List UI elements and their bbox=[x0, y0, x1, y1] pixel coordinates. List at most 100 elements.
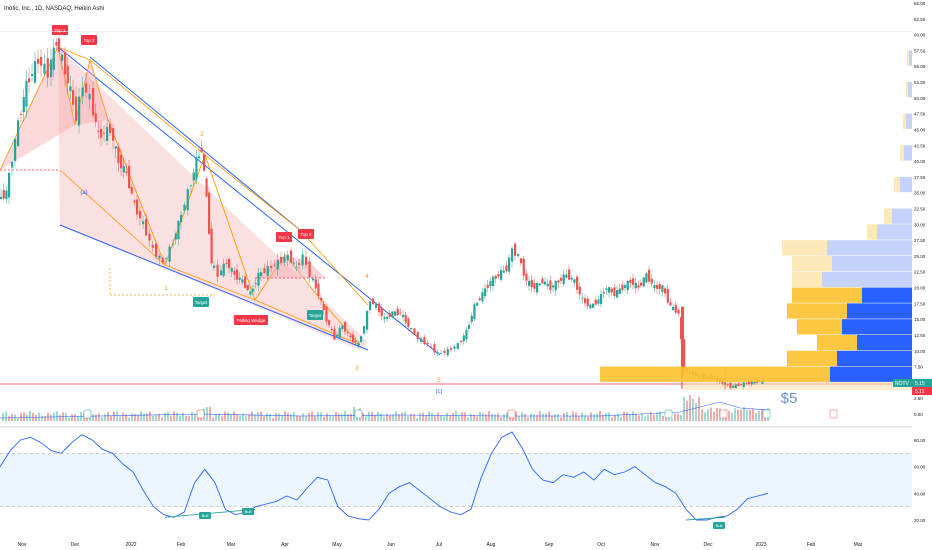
volume-bar bbox=[419, 413, 421, 421]
candle-body bbox=[674, 304, 677, 313]
chart-title: Inotic, Inc., 1D, NASDAQ, Heikin Ashi bbox=[4, 6, 104, 12]
candle-body bbox=[308, 261, 311, 277]
candle-body bbox=[20, 114, 23, 116]
volume-bar bbox=[299, 415, 301, 421]
volume-bar bbox=[215, 414, 217, 421]
candle-body bbox=[317, 283, 320, 296]
volume-bar bbox=[569, 415, 571, 421]
volume-bar bbox=[458, 415, 460, 421]
candle-body bbox=[546, 283, 549, 287]
candle-body bbox=[610, 288, 613, 293]
volume-bar bbox=[494, 414, 496, 421]
candle-body bbox=[528, 280, 531, 286]
volume-profile-up bbox=[900, 145, 904, 161]
candle-body bbox=[497, 274, 500, 277]
price-tick-label: 30.00 bbox=[914, 222, 926, 227]
candle-body bbox=[341, 325, 344, 330]
candle-body bbox=[78, 96, 81, 126]
bull-label-box bbox=[199, 512, 211, 519]
annotation-layer: Top 1 Top 2 Top 1 Top 2 (a) 2 1 Target Target Fal… bbox=[0, 25, 912, 407]
volume-bar bbox=[674, 413, 676, 421]
price-tick-label: 25.00 bbox=[914, 254, 926, 259]
volume-profile-up bbox=[792, 287, 862, 303]
candle-body bbox=[22, 97, 25, 112]
volume-bar bbox=[392, 414, 394, 421]
candle-body bbox=[292, 262, 295, 264]
volume-bar bbox=[536, 414, 538, 421]
x-tick-label: Feb bbox=[807, 542, 816, 548]
volume-bar bbox=[317, 411, 319, 421]
wave-4-label: 4 bbox=[365, 274, 369, 280]
candle-body bbox=[28, 78, 31, 83]
price-tick-label: 7.50 bbox=[914, 365, 923, 370]
candle-body bbox=[600, 294, 603, 305]
volume-bar bbox=[59, 415, 61, 421]
candle-body bbox=[363, 326, 366, 334]
price-tick-label: 45.00 bbox=[914, 127, 926, 132]
candle-body bbox=[290, 250, 293, 263]
candle-body bbox=[236, 269, 239, 280]
volume-bar bbox=[647, 414, 649, 421]
volume-bar bbox=[32, 412, 34, 421]
volume-bar bbox=[497, 413, 499, 421]
candle-body bbox=[72, 90, 75, 105]
volume-bar bbox=[143, 413, 145, 421]
candle-body bbox=[233, 270, 236, 275]
volume-bar bbox=[644, 416, 646, 421]
x-tick-label: Apr bbox=[281, 542, 289, 548]
price-tick-label: 47.50 bbox=[914, 112, 926, 117]
volume-bar bbox=[464, 412, 466, 421]
volume-bar bbox=[446, 412, 448, 421]
volume-bar bbox=[335, 412, 337, 421]
candle-body bbox=[536, 282, 539, 293]
volume-bar bbox=[20, 412, 22, 421]
target-label: Target bbox=[309, 313, 322, 318]
candle-body bbox=[525, 273, 528, 281]
volume-bar bbox=[146, 413, 148, 421]
falling-wedge-fill bbox=[58, 47, 368, 350]
candle-body bbox=[656, 284, 659, 289]
candle-body bbox=[183, 204, 186, 211]
volume-bar bbox=[140, 411, 142, 421]
price-tick-label: 22.50 bbox=[914, 270, 926, 275]
candle-body bbox=[748, 380, 751, 384]
candle-body bbox=[436, 352, 439, 354]
candle-body bbox=[180, 214, 183, 223]
candle-body bbox=[589, 304, 592, 309]
candle-body bbox=[570, 277, 573, 280]
volume-profile-down bbox=[909, 50, 912, 66]
candle-body bbox=[726, 384, 729, 386]
volume-bar bbox=[404, 411, 406, 421]
price-tick-label: 12.50 bbox=[914, 333, 926, 338]
volume-bar bbox=[470, 414, 472, 421]
candle-body bbox=[742, 382, 745, 387]
candle-body bbox=[130, 186, 133, 194]
candle-body bbox=[460, 340, 463, 343]
candle-body bbox=[446, 349, 449, 356]
volume-bar bbox=[611, 417, 613, 421]
candle-body bbox=[416, 332, 419, 340]
candle-body bbox=[301, 254, 304, 266]
volume-bar bbox=[8, 416, 10, 421]
volume-profile-up bbox=[903, 113, 906, 129]
bull-label-box bbox=[242, 508, 254, 515]
wave-1-label: 1 bbox=[164, 286, 168, 292]
event-marker bbox=[719, 409, 728, 419]
volume-bar bbox=[344, 411, 346, 421]
volume-bar bbox=[218, 413, 220, 421]
volume-bar bbox=[608, 412, 610, 421]
volume-profile-down bbox=[906, 113, 912, 129]
volume-bar bbox=[17, 418, 19, 421]
price-tick-label: 20.00 bbox=[914, 286, 926, 291]
candle-body bbox=[52, 47, 55, 70]
volume-bar bbox=[332, 416, 334, 421]
candle-body bbox=[50, 59, 53, 78]
candle-body bbox=[683, 339, 686, 371]
candle-body bbox=[305, 256, 308, 266]
candle-body bbox=[573, 279, 576, 283]
candle-body bbox=[433, 344, 436, 353]
candle-body bbox=[69, 86, 72, 92]
candle-body bbox=[286, 254, 289, 261]
candle-body bbox=[198, 156, 201, 159]
volume-bar bbox=[401, 412, 403, 421]
